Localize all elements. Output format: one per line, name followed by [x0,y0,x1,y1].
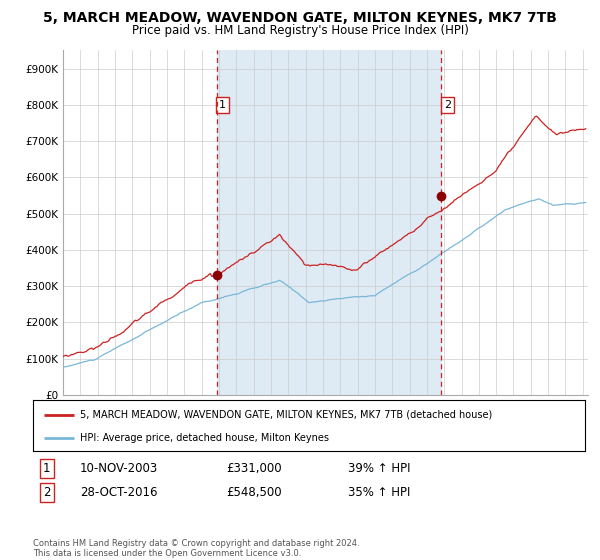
Text: 5, MARCH MEADOW, WAVENDON GATE, MILTON KEYNES, MK7 7TB (detached house): 5, MARCH MEADOW, WAVENDON GATE, MILTON K… [80,409,492,419]
Text: £331,000: £331,000 [226,461,282,475]
Text: 35% ↑ HPI: 35% ↑ HPI [347,486,410,499]
Text: 2: 2 [444,100,451,110]
Text: 1: 1 [219,100,226,110]
Text: Price paid vs. HM Land Registry's House Price Index (HPI): Price paid vs. HM Land Registry's House … [131,24,469,37]
Text: 1: 1 [43,461,50,475]
Text: 10-NOV-2003: 10-NOV-2003 [80,461,158,475]
Text: £548,500: £548,500 [226,486,282,499]
Text: 39% ↑ HPI: 39% ↑ HPI [347,461,410,475]
Bar [217,50,441,395]
Text: Contains HM Land Registry data © Crown copyright and database right 2024.
This d: Contains HM Land Registry data © Crown c… [33,539,359,558]
Text: 5, MARCH MEADOW, WAVENDON GATE, MILTON KEYNES, MK7 7TB: 5, MARCH MEADOW, WAVENDON GATE, MILTON K… [43,11,557,25]
Text: 28-OCT-2016: 28-OCT-2016 [80,486,157,499]
Text: 2: 2 [43,486,50,499]
Text: HPI: Average price, detached house, Milton Keynes: HPI: Average price, detached house, Milt… [80,433,329,443]
